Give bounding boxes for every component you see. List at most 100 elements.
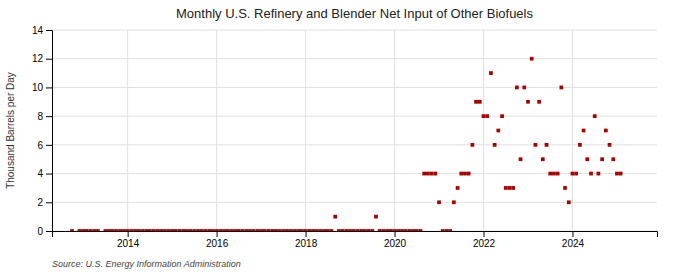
- point: [344, 229, 348, 231]
- x-axis-line: [53, 232, 658, 238]
- point: [582, 129, 586, 133]
- point: [467, 172, 471, 176]
- x-tick-mark: [128, 231, 129, 237]
- point: [244, 229, 248, 231]
- y-tick-mark: [46, 87, 52, 88]
- point: [422, 172, 426, 176]
- point: [556, 172, 560, 176]
- point: [463, 172, 467, 176]
- point: [285, 229, 289, 231]
- point: [129, 229, 133, 231]
- annotation: Source: U.S. Energy Information Administ…: [52, 259, 241, 269]
- point: [122, 229, 126, 231]
- point: [489, 71, 493, 75]
- point: [578, 143, 582, 147]
- y-axis-title: Thousand Barrels per Day: [5, 72, 16, 189]
- point: [508, 186, 512, 190]
- title: Monthly U.S. Refinery and Blender Net In…: [176, 6, 533, 21]
- x-grid-line: [394, 30, 395, 231]
- y-tick-label: 12: [32, 53, 44, 64]
- point: [185, 229, 189, 231]
- y-tick-mark: [46, 231, 52, 232]
- point: [482, 114, 486, 118]
- point: [233, 229, 237, 231]
- point: [333, 215, 337, 219]
- point: [370, 229, 374, 231]
- x-tick: 2018: [295, 231, 318, 249]
- point: [474, 100, 478, 104]
- point: [267, 229, 271, 231]
- x-tick-mark: [395, 231, 396, 237]
- x-tick: 2024: [562, 231, 585, 249]
- point: [597, 172, 601, 176]
- point: [400, 229, 404, 231]
- point: [571, 172, 575, 176]
- y-tick: 14: [32, 25, 52, 36]
- point: [382, 229, 386, 231]
- point: [374, 215, 378, 219]
- point: [155, 229, 159, 231]
- y-tick-label: 2: [37, 197, 43, 208]
- x-tick-mark: [484, 231, 485, 237]
- y-tick-label: 14: [32, 25, 44, 36]
- y-tick: 4: [37, 168, 52, 179]
- point: [237, 229, 241, 231]
- point: [611, 157, 615, 161]
- point: [407, 229, 411, 231]
- point: [363, 229, 367, 231]
- x-grid-line: [572, 30, 573, 231]
- point: [226, 229, 230, 231]
- point: [441, 229, 445, 231]
- x-tick: 2014: [117, 231, 140, 249]
- point: [148, 229, 152, 231]
- x-grid-line: [216, 30, 217, 231]
- y-tick-label: 4: [37, 168, 43, 179]
- x-tick-label: 2016: [206, 238, 229, 249]
- point: [152, 229, 156, 231]
- point: [504, 186, 508, 190]
- point: [471, 143, 475, 147]
- point: [204, 229, 208, 231]
- point: [459, 172, 463, 176]
- point: [81, 229, 85, 231]
- y-axis: 02468101214: [32, 25, 53, 237]
- point: [167, 229, 171, 231]
- y-tick-label: 6: [37, 140, 43, 151]
- x-tick-mark: [306, 231, 307, 237]
- x-tick-label: 2024: [562, 238, 585, 249]
- point: [126, 229, 130, 231]
- point: [448, 229, 452, 231]
- point: [445, 229, 449, 231]
- point: [252, 229, 256, 231]
- point: [322, 229, 326, 231]
- point: [85, 229, 89, 231]
- point: [281, 229, 285, 231]
- x-tick-label: 2014: [117, 238, 140, 249]
- y-tick-mark: [46, 202, 52, 203]
- point: [608, 143, 612, 147]
- point: [170, 229, 174, 231]
- point: [385, 229, 389, 231]
- point: [218, 229, 222, 231]
- point: [256, 229, 260, 231]
- point: [174, 229, 178, 231]
- point: [452, 200, 456, 204]
- point: [78, 229, 82, 231]
- point: [293, 229, 297, 231]
- point: [419, 229, 423, 231]
- point: [315, 229, 319, 231]
- y-tick-mark: [46, 59, 52, 60]
- y-tick: 0: [37, 226, 52, 237]
- chart: 20142016201820202022202402468101214Month…: [0, 0, 675, 275]
- x-tick: 2022: [473, 231, 496, 249]
- point: [393, 229, 397, 231]
- point: [196, 229, 200, 231]
- x-tick-mark: [217, 231, 218, 237]
- point: [137, 229, 141, 231]
- point: [511, 186, 515, 190]
- point: [330, 229, 334, 231]
- x-tick-label: 2022: [473, 238, 496, 249]
- y-tick-mark: [46, 145, 52, 146]
- points: [70, 57, 622, 231]
- point: [534, 143, 538, 147]
